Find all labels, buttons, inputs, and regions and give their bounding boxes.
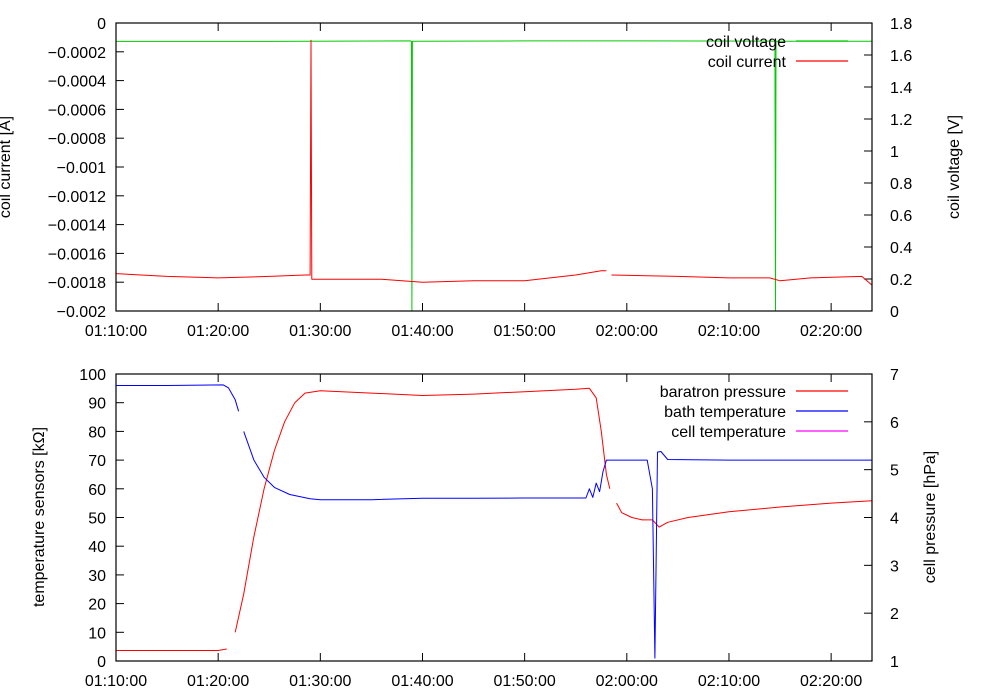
top-y1-tick-label: −0.0012 bbox=[48, 189, 106, 206]
bottom-y1-tick-label: 50 bbox=[88, 511, 106, 528]
bottom-y2-tick-label: 3 bbox=[890, 558, 899, 575]
top-y1-tick-label: −0.0008 bbox=[48, 131, 106, 148]
legend-entry-baratron-pressure: baratron pressure bbox=[660, 384, 786, 401]
top-y1-tick-label: −0.0014 bbox=[48, 218, 106, 235]
bottom-legend: baratron pressure bath temperature cell … bbox=[660, 384, 848, 441]
top-y2-tick-label: 1.8 bbox=[890, 16, 912, 33]
top-y1-tick-label: −0.0006 bbox=[48, 102, 106, 119]
bottom-chart: 01:10:00 01:20:00 01:30:00 01:40:00 01:50:00… bbox=[31, 367, 939, 690]
top-y1-tick-label: −0.002 bbox=[57, 304, 106, 321]
bottom-y1-tick-label: 70 bbox=[88, 453, 106, 470]
bottom-y1-axis-label: temperature sensors [kΩ] bbox=[31, 427, 48, 607]
bottom-y1-tick-label: 80 bbox=[88, 424, 106, 441]
top-ticks: 01:10:00 01:20:00 01:30:00 01:40:00 01:50:00… bbox=[48, 16, 913, 340]
legend-entry-coil-voltage: coil voltage bbox=[706, 34, 786, 51]
top-y1-tick-label: −0.0016 bbox=[48, 246, 106, 263]
bottom-y1-tick-label: 30 bbox=[88, 568, 106, 585]
bottom-y2-tick-label: 5 bbox=[890, 463, 899, 480]
bottom-x-tick-label: 01:20:00 bbox=[187, 673, 249, 690]
legend-entry-bath-temperature: bath temperature bbox=[664, 404, 786, 421]
top-y2-axis-label: coil voltage [V] bbox=[946, 115, 963, 219]
bottom-y1-tick-label: 10 bbox=[88, 625, 106, 642]
bottom-y1-tick-label: 60 bbox=[88, 482, 106, 499]
bottom-y1-tick-label: 0 bbox=[97, 654, 106, 671]
top-x-tick-label: 01:50:00 bbox=[494, 323, 556, 340]
series-line-coil-current bbox=[115, 39, 873, 286]
top-y2-tick-label: 0.4 bbox=[890, 240, 912, 257]
top-y1-tick-label: −0.0018 bbox=[48, 275, 106, 292]
top-y2-tick-label: 1.6 bbox=[890, 48, 912, 65]
bottom-x-tick-label: 01:40:00 bbox=[391, 673, 453, 690]
bottom-x-tick-label: 02:00:00 bbox=[596, 673, 658, 690]
top-plot-frame bbox=[115, 22, 873, 312]
bottom-x-tick-label: 01:50:00 bbox=[494, 673, 556, 690]
bottom-y2-tick-label: 1 bbox=[890, 654, 899, 671]
top-x-tick-label: 01:30:00 bbox=[289, 323, 351, 340]
top-y2-tick-label: 0.2 bbox=[890, 272, 912, 289]
top-y1-tick-label: −0.001 bbox=[57, 160, 106, 177]
bottom-y1-tick-label: 100 bbox=[79, 367, 106, 384]
bottom-y2-tick-label: 6 bbox=[890, 415, 899, 432]
bottom-ticks: 01:10:00 01:20:00 01:30:00 01:40:00 01:50:00… bbox=[79, 367, 899, 690]
bottom-y2-tick-label: 4 bbox=[890, 511, 899, 528]
top-series bbox=[115, 39, 873, 312]
top-y2-tick-label: 1.4 bbox=[890, 80, 912, 97]
bottom-x-tick-label: 01:30:00 bbox=[289, 673, 351, 690]
series-line-coil-voltage bbox=[116, 40, 872, 312]
legend-entry-cell-temperature: cell temperature bbox=[671, 424, 786, 441]
top-x-tick-label: 02:20:00 bbox=[800, 323, 862, 340]
top-y2-tick-label: 0 bbox=[890, 304, 899, 321]
top-y2-tick-label: 1 bbox=[890, 144, 899, 161]
bottom-y1-tick-label: 90 bbox=[88, 396, 106, 413]
top-y1-tick-label: −0.0004 bbox=[48, 74, 106, 91]
series-line-baratron-pressure bbox=[116, 387, 873, 651]
bottom-y2-tick-label: 2 bbox=[890, 606, 899, 623]
top-x-tick-label: 01:10:00 bbox=[85, 323, 147, 340]
top-y1-axis-label: coil current [A] bbox=[0, 116, 14, 218]
bottom-y2-tick-label: 7 bbox=[890, 367, 899, 384]
top-x-tick-label: 02:00:00 bbox=[596, 323, 658, 340]
bottom-series bbox=[116, 384, 873, 659]
top-chart: 01:10:00 01:20:00 01:30:00 01:40:00 01:50:00… bbox=[0, 16, 963, 340]
bottom-x-tick-label: 01:10:00 bbox=[85, 673, 147, 690]
legend-entry-coil-current: coil current bbox=[708, 54, 787, 71]
top-y2-tick-label: 0.6 bbox=[890, 208, 912, 225]
top-x-tick-label: 02:10:00 bbox=[698, 323, 760, 340]
bottom-y1-tick-label: 40 bbox=[88, 539, 106, 556]
bottom-y1-tick-label: 20 bbox=[88, 597, 106, 614]
top-legend: coil voltage coil current bbox=[706, 34, 848, 71]
top-y1-tick-label: −0.0002 bbox=[48, 45, 106, 62]
top-y2-tick-label: 1.2 bbox=[890, 112, 912, 129]
top-x-tick-label: 01:20:00 bbox=[187, 323, 249, 340]
bottom-x-tick-label: 02:10:00 bbox=[698, 673, 760, 690]
series-line-bath-temperature bbox=[116, 384, 872, 659]
top-x-tick-label: 01:40:00 bbox=[391, 323, 453, 340]
bottom-y2-axis-label: cell pressure [hPa] bbox=[922, 451, 939, 584]
top-y1-tick-label: 0 bbox=[97, 16, 106, 33]
bottom-x-tick-label: 02:20:00 bbox=[800, 673, 862, 690]
top-y2-tick-label: 0.8 bbox=[890, 176, 912, 193]
bottom-plot-frame bbox=[115, 373, 873, 662]
